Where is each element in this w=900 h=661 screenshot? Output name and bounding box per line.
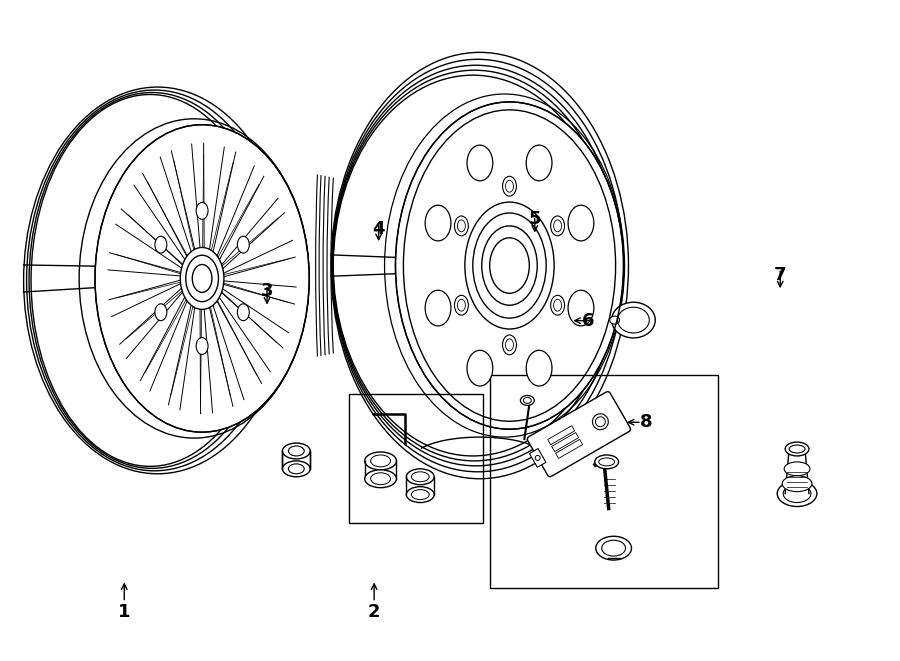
Ellipse shape xyxy=(536,455,540,461)
Ellipse shape xyxy=(425,205,451,241)
Ellipse shape xyxy=(155,236,166,253)
Ellipse shape xyxy=(467,145,493,181)
Ellipse shape xyxy=(95,125,310,432)
Ellipse shape xyxy=(609,316,619,324)
Bar xyxy=(283,451,310,469)
Ellipse shape xyxy=(155,304,166,321)
Bar xyxy=(349,395,482,524)
Bar xyxy=(490,375,717,588)
Text: 1: 1 xyxy=(118,603,130,621)
Text: 6: 6 xyxy=(582,312,595,330)
Ellipse shape xyxy=(407,486,434,502)
Ellipse shape xyxy=(526,350,552,386)
Text: 7: 7 xyxy=(774,266,787,284)
Text: 4: 4 xyxy=(373,220,385,238)
Ellipse shape xyxy=(612,302,655,338)
Ellipse shape xyxy=(238,236,249,253)
Ellipse shape xyxy=(364,470,397,488)
Bar xyxy=(548,426,575,445)
Ellipse shape xyxy=(551,295,564,315)
Ellipse shape xyxy=(592,414,608,430)
Ellipse shape xyxy=(395,102,624,429)
Ellipse shape xyxy=(180,247,224,309)
Text: 8: 8 xyxy=(640,413,652,431)
Ellipse shape xyxy=(238,304,249,321)
Ellipse shape xyxy=(502,335,517,355)
Text: 3: 3 xyxy=(261,282,274,300)
Ellipse shape xyxy=(196,202,208,219)
Ellipse shape xyxy=(520,395,535,405)
Ellipse shape xyxy=(595,455,618,469)
Ellipse shape xyxy=(785,442,809,456)
Ellipse shape xyxy=(596,536,632,560)
Ellipse shape xyxy=(465,202,554,329)
FancyBboxPatch shape xyxy=(527,391,631,477)
Ellipse shape xyxy=(784,462,810,476)
Bar xyxy=(529,449,546,467)
Text: 2: 2 xyxy=(368,603,381,621)
Ellipse shape xyxy=(196,338,208,354)
Ellipse shape xyxy=(364,452,397,470)
Ellipse shape xyxy=(283,443,310,459)
Ellipse shape xyxy=(502,176,517,196)
Bar xyxy=(555,440,582,459)
Ellipse shape xyxy=(568,290,594,326)
Ellipse shape xyxy=(407,469,434,485)
Ellipse shape xyxy=(526,145,552,181)
Ellipse shape xyxy=(283,461,310,477)
Ellipse shape xyxy=(568,205,594,241)
Ellipse shape xyxy=(425,290,451,326)
Ellipse shape xyxy=(454,295,468,315)
Ellipse shape xyxy=(782,476,812,492)
Bar xyxy=(552,432,579,451)
Ellipse shape xyxy=(778,481,817,506)
Text: 5: 5 xyxy=(528,210,541,228)
Ellipse shape xyxy=(454,216,468,236)
Ellipse shape xyxy=(467,350,493,386)
Ellipse shape xyxy=(596,417,606,427)
Ellipse shape xyxy=(551,216,564,236)
